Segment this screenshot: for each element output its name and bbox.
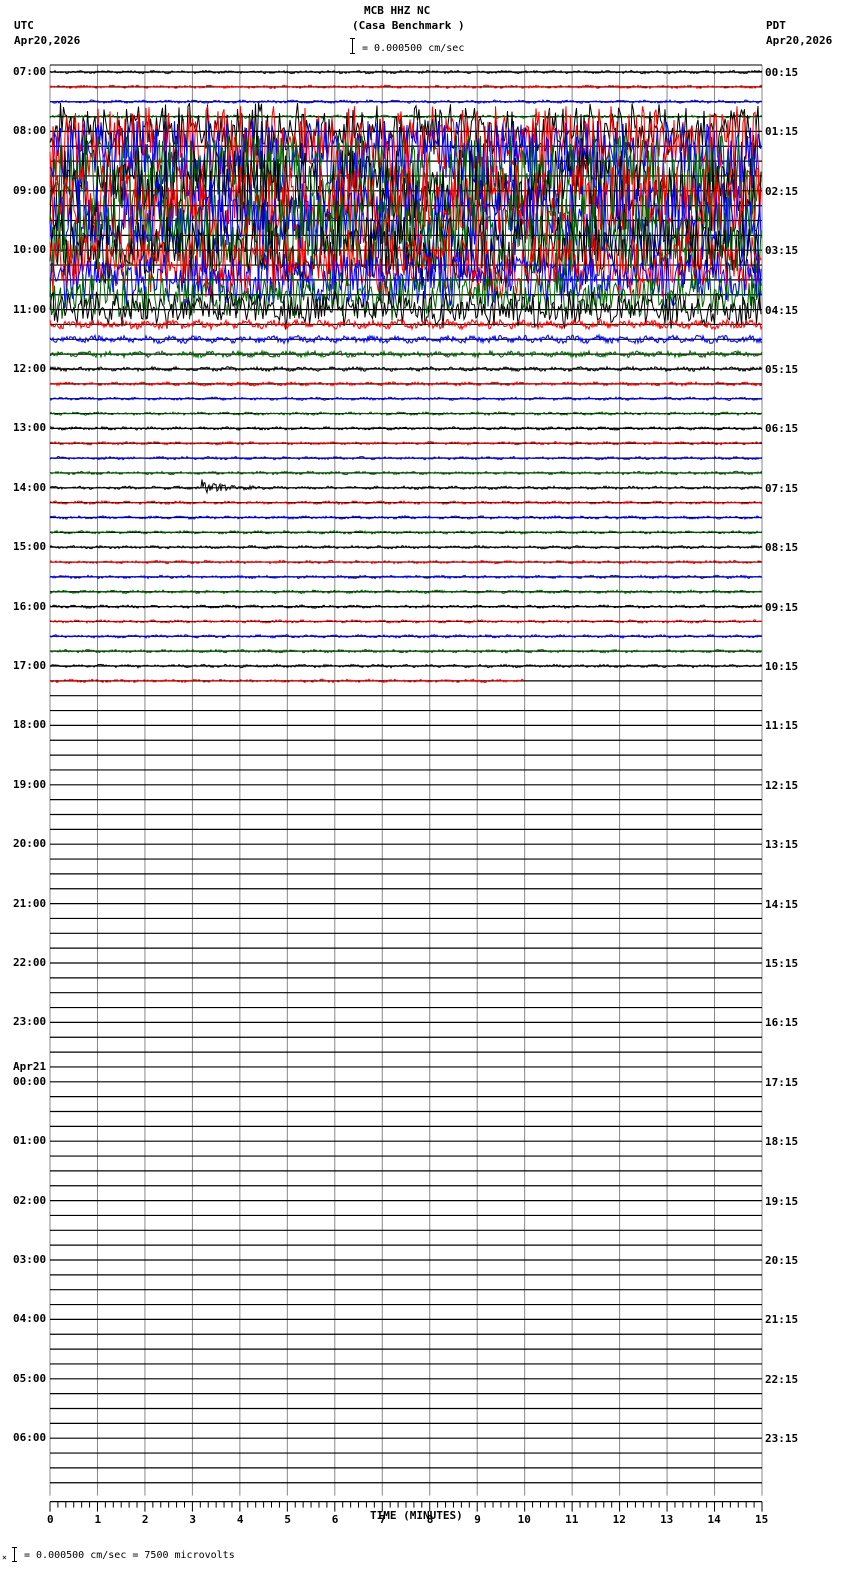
pdt-hour-label: 16:15	[765, 1016, 799, 1030]
footer-scale-text: = 0.000500 cm/sec = 7500 microvolts	[24, 1550, 235, 1561]
utc-hour-label: 19:00	[13, 777, 47, 791]
utc-hour-label: 07:00	[13, 65, 47, 78]
pdt-hour-label: 08:15	[765, 541, 799, 555]
pdt-hour-label: 06:15	[765, 422, 799, 436]
footer-scale-bar-icon	[12, 1547, 17, 1562]
x-tick-label: 3	[189, 1512, 197, 1526]
seismic-traces	[49, 69, 763, 684]
pdt-hour-label: 19:15	[765, 1194, 799, 1208]
utc-hour-label: 18:00	[13, 718, 47, 732]
header-left-timezone: UTC	[14, 19, 34, 32]
utc-hour-label: 15:00	[13, 540, 47, 554]
utc-hour-label: 17:00	[13, 659, 47, 672]
pdt-hour-label: 07:15	[765, 481, 799, 495]
utc-hour-label: 02:00	[13, 1193, 47, 1207]
header-left-date: Apr20,2026	[14, 34, 81, 47]
time-axis	[49, 1500, 763, 1512]
pdt-hour-label: 05:15	[765, 363, 799, 376]
pdt-hour-label: 14:15	[765, 897, 799, 911]
x-tick-label: 10	[517, 1512, 531, 1526]
footer-marker: ⨯	[2, 1553, 7, 1562]
x-tick-label: 6	[331, 1512, 339, 1526]
pdt-hour-label: 00:15	[765, 66, 799, 79]
utc-hour-label: 06:00	[13, 1431, 47, 1445]
utc-hour-label: 12:00	[13, 362, 47, 375]
x-tick-label: 15	[755, 1512, 769, 1526]
pdt-hour-label: 18:15	[765, 1135, 799, 1149]
header-site-name: (Casa Benchmark )	[352, 19, 465, 32]
x-tick-label: 12	[612, 1512, 626, 1526]
x-axis-label: TIME (MINUTES)	[370, 1509, 463, 1522]
pdt-hour-label: 17:15	[765, 1075, 799, 1089]
header-right-date: Apr20,2026	[766, 34, 833, 47]
utc-hour-label: 20:00	[13, 837, 47, 851]
utc-hour-label: 13:00	[13, 421, 47, 435]
x-tick-label: 11	[565, 1512, 579, 1526]
header-scale-text: = 0.000500 cm/sec	[362, 43, 465, 54]
pdt-hour-label: 01:15	[765, 125, 799, 139]
pdt-hour-label: 20:15	[765, 1254, 799, 1267]
pdt-hour-label: 15:15	[765, 957, 799, 970]
utc-date-label: Apr21	[13, 1059, 47, 1073]
x-tick-label: 13	[660, 1512, 674, 1526]
utc-hour-label: 16:00	[13, 599, 47, 613]
utc-hour-label: 04:00	[13, 1312, 47, 1326]
utc-hour-label: 14:00	[13, 480, 47, 494]
utc-hour-label: 22:00	[13, 956, 47, 969]
utc-hour-label: 10:00	[13, 243, 47, 257]
x-tick-label: 2	[141, 1512, 149, 1526]
pdt-hour-label: 04:15	[765, 303, 799, 317]
utc-hour-label: 11:00	[13, 302, 47, 316]
x-tick-label: 9	[474, 1512, 481, 1526]
pdt-hour-label: 12:15	[765, 778, 799, 792]
utc-hour-label: 09:00	[13, 183, 47, 197]
utc-hour-label: 05:00	[13, 1371, 47, 1385]
pdt-hour-label: 02:15	[765, 184, 799, 198]
pdt-hour-label: 09:15	[765, 600, 799, 614]
header-scale-bar-icon	[350, 38, 355, 54]
pdt-hour-label: 21:15	[765, 1313, 799, 1327]
x-tick-label: 4	[236, 1512, 244, 1526]
x-tick-label: 7	[379, 1512, 386, 1526]
utc-hour-label: 23:00	[13, 1015, 47, 1029]
x-tick-label: 14	[707, 1512, 721, 1526]
x-tick-label: 0	[47, 1512, 54, 1526]
pdt-hour-label: 03:15	[765, 244, 799, 258]
utc-hour-label: 08:00	[13, 124, 47, 138]
utc-hour-label: 03:00	[13, 1253, 47, 1266]
pdt-hour-label: 23:15	[765, 1432, 799, 1446]
x-tick-label: 5	[284, 1512, 291, 1526]
utc-hour-label: 01:00	[13, 1134, 47, 1148]
header-right-timezone: PDT	[766, 19, 786, 32]
pdt-hour-label: 22:15	[765, 1372, 799, 1386]
pdt-hour-label: 10:15	[765, 660, 799, 673]
header-station-title: MCB HHZ NC	[364, 4, 431, 17]
pdt-hour-label: 13:15	[765, 838, 799, 852]
utc-hour-label: 21:00	[13, 896, 47, 910]
x-tick-label: 8	[426, 1512, 434, 1526]
x-tick-label: 1	[94, 1512, 102, 1526]
pdt-hour-label: 11:15	[765, 719, 799, 733]
utc-hour-label: 00:00	[13, 1074, 47, 1088]
